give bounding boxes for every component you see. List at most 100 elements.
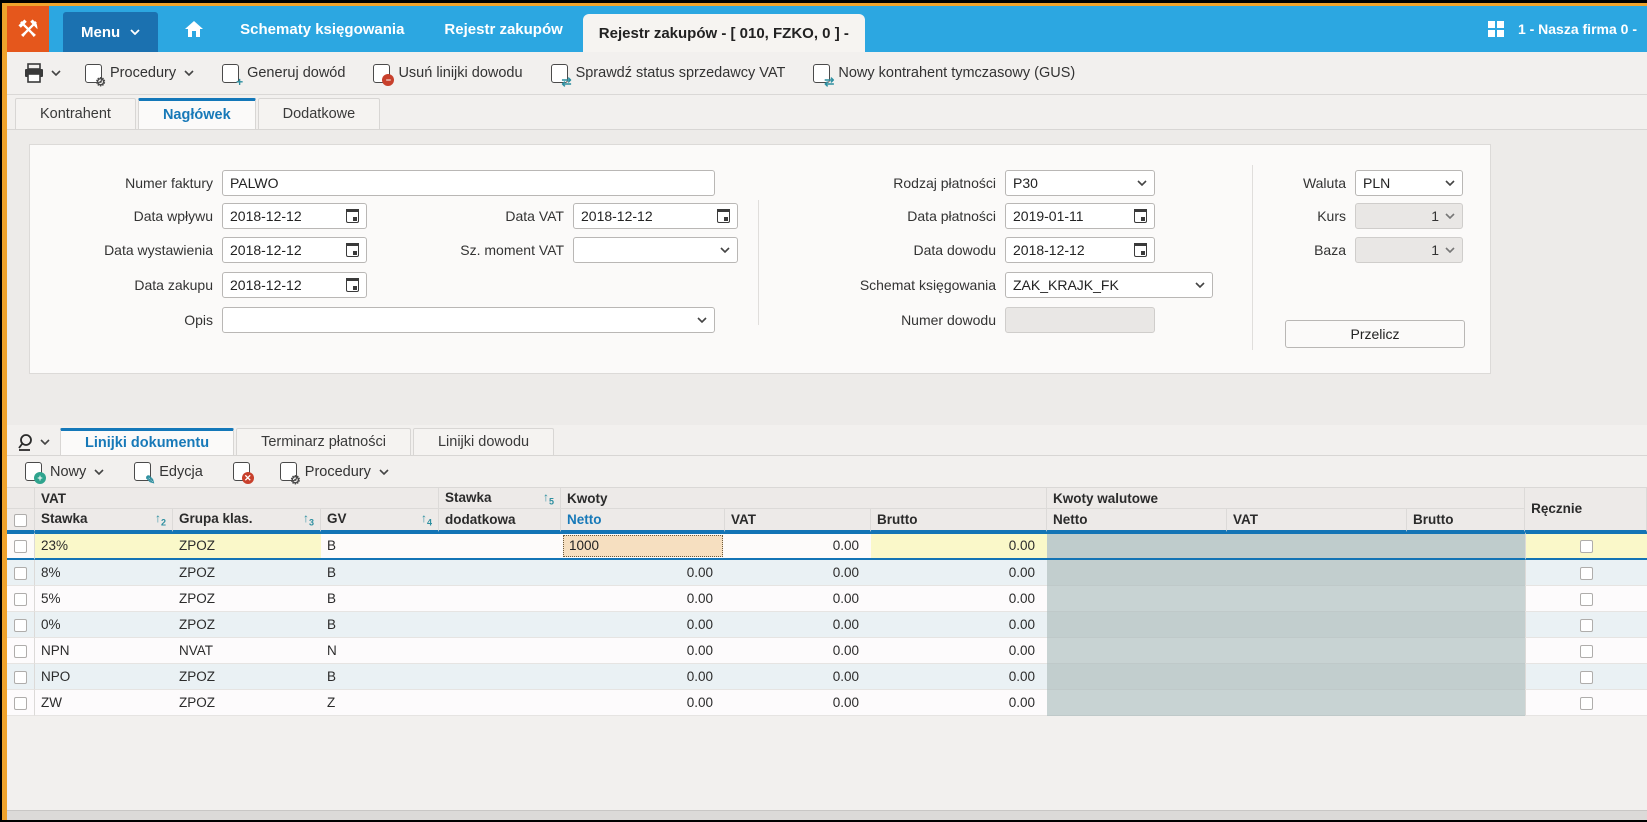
tab-linijki-dokumentu[interactable]: Linijki dokumentu [60,428,235,455]
cell-recznie[interactable] [1525,611,1647,638]
topbar-tab-schematy[interactable]: Schematy księgowania [240,20,405,38]
calendar-icon[interactable] [1134,209,1147,223]
table-row[interactable]: 5% ZPOZ B 0.00 0.00 0.00 [7,585,1647,612]
cell-stawka[interactable]: 8% [35,559,173,586]
numer-faktury-input[interactable] [222,170,715,196]
cell-grupa-klas[interactable]: ZPOZ [173,531,321,560]
data-wplywu-input[interactable]: 2018-12-12 [222,203,367,229]
header-netto[interactable]: Netto [561,509,726,532]
header-stawka[interactable]: Stawka ↑2 [35,509,173,532]
sprawdz-vat-button[interactable]: ⇄ Sprawdź status sprzedawcy VAT [541,60,796,88]
cell-recznie[interactable] [1525,689,1647,716]
cell-stawka-dodatkowa[interactable] [439,663,562,690]
przelicz-button[interactable]: Przelicz [1285,320,1465,348]
header-grupa-klas[interactable]: Grupa klas. ↑3 [173,509,321,532]
cell-grupa-klas[interactable]: NVAT [173,637,321,664]
cell-recznie[interactable] [1525,585,1647,612]
cell-grupa-klas[interactable]: ZPOZ [173,611,321,638]
recznie-checkbox[interactable] [1580,540,1594,554]
topbar-tab-rejestr-active[interactable]: Rejestr zakupów - [ 010, FZKO, 0 ] - [582,14,865,52]
row-checkbox[interactable] [14,696,27,710]
row-checkbox[interactable] [14,566,27,580]
cell-brutto[interactable]: 0.00 [871,611,1048,638]
cell-grupa-klas[interactable]: ZPOZ [173,663,321,690]
cell-recznie[interactable] [1525,663,1647,690]
nowy-kontrahent-button[interactable]: ⇄ Nowy kontrahent tymczasowy (GUS) [803,60,1085,88]
cell-stawka-dodatkowa[interactable] [439,611,562,638]
cell-netto[interactable]: 0.00 [561,637,726,664]
cell-stawka-dodatkowa[interactable] [439,637,562,664]
table-row[interactable]: 0% ZPOZ B 0.00 0.00 0.00 [7,611,1647,638]
cell-recznie[interactable] [1525,531,1647,560]
cell-vat[interactable]: 0.00 [725,585,872,612]
header-stawka-dodatkowa-line1[interactable]: Stawka ↑5 [439,488,562,510]
opis-select[interactable] [222,307,715,333]
cell-vat[interactable]: 0.00 [725,611,872,638]
cell-vat[interactable]: 0.00 [725,559,872,586]
cell-netto[interactable]: 0.00 [561,689,726,716]
calendar-icon[interactable] [346,243,359,257]
cell-stawka-dodatkowa[interactable] [439,585,562,612]
app-logo-icon[interactable]: ⚒ [7,6,49,52]
row-checkbox[interactable] [14,618,27,632]
cell-netto[interactable]: 0.00 [561,663,726,690]
cell-stawka[interactable]: NPN [35,637,173,664]
recznie-checkbox[interactable] [1580,696,1594,710]
recznie-checkbox[interactable] [1580,618,1594,632]
row-checkbox[interactable] [14,670,27,684]
cell-stawka[interactable]: ZW [35,689,173,716]
menu-button[interactable]: Menu [63,12,159,52]
cell-vat[interactable]: 0.00 [725,637,872,664]
cell-vat[interactable]: 0.00 [725,689,872,716]
cell-stawka[interactable]: 23% [35,531,173,560]
recznie-checkbox[interactable] [1580,644,1594,658]
usun-button[interactable]: ✕ [223,458,260,485]
tab-kontrahent[interactable]: Kontrahent [15,98,136,129]
recznie-checkbox[interactable] [1580,592,1594,606]
netto-edit-input[interactable] [563,534,724,557]
header-walutowe-netto[interactable]: Netto [1047,509,1228,532]
table-row[interactable]: NPO ZPOZ B 0.00 0.00 0.00 [7,663,1647,690]
cell-brutto[interactable]: 0.00 [871,663,1048,690]
data-wystawienia-input[interactable]: 2018-12-12 [222,237,367,263]
cell-stawka-dodatkowa[interactable] [439,531,562,560]
header-walutowe-vat[interactable]: VAT [1227,509,1408,532]
cell-gv[interactable]: B [321,585,440,612]
select-all-checkbox[interactable] [14,514,27,528]
header-brutto[interactable]: Brutto [871,509,1048,532]
cell-brutto[interactable]: 0.00 [871,559,1048,586]
home-button[interactable] [168,6,220,52]
cell-gv[interactable]: N [321,637,440,664]
table-row[interactable]: NPN NVAT N 0.00 0.00 0.00 [7,637,1647,664]
cell-recznie[interactable] [1525,637,1647,664]
procedury-button[interactable]: ⚙ Procedury [75,60,204,88]
header-walutowe-brutto[interactable]: Brutto [1407,509,1526,532]
calendar-icon[interactable] [1134,243,1147,257]
tab-linijki-dowodu[interactable]: Linijki dowodu [412,428,555,455]
cell-brutto[interactable]: 0.00 [871,637,1048,664]
cell-recznie[interactable] [1525,559,1647,586]
sz-moment-vat-select[interactable] [573,237,738,263]
cell-grupa-klas[interactable]: ZPOZ [173,585,321,612]
cell-netto[interactable]: 0.00 [561,559,726,586]
cell-netto[interactable]: 0.00 [561,585,726,612]
row-checkbox[interactable] [14,644,27,658]
cell-vat[interactable]: 0.00 [725,531,872,560]
generuj-dowod-button[interactable]: + Generuj dowód [212,60,355,88]
table-row[interactable]: 23% ZPOZ B 0.00 0.00 [7,531,1647,560]
usun-linijki-button[interactable]: − Usuń linijki dowodu [363,60,532,87]
topbar-tab-rejestr[interactable]: Rejestr zakupów [444,20,563,38]
cell-gv[interactable]: B [321,559,440,586]
data-dowodu-input[interactable]: 2018-12-12 [1005,237,1155,263]
calendar-icon[interactable] [346,209,359,223]
recznie-checkbox[interactable] [1580,670,1594,684]
row-checkbox[interactable] [14,540,27,554]
grid-search-button[interactable] [13,433,60,455]
cell-netto[interactable] [561,531,726,560]
table-row[interactable]: ZW ZPOZ Z 0.00 0.00 0.00 [7,689,1647,716]
edycja-button[interactable]: ✎ Edycja [124,458,213,486]
cell-stawka[interactable]: 0% [35,611,173,638]
procedury-lines-button[interactable]: ⚙ Procedury [270,458,399,486]
header-gv[interactable]: GV ↑4 [321,509,440,532]
data-platnosci-input[interactable]: 2019-01-11 [1005,203,1155,229]
